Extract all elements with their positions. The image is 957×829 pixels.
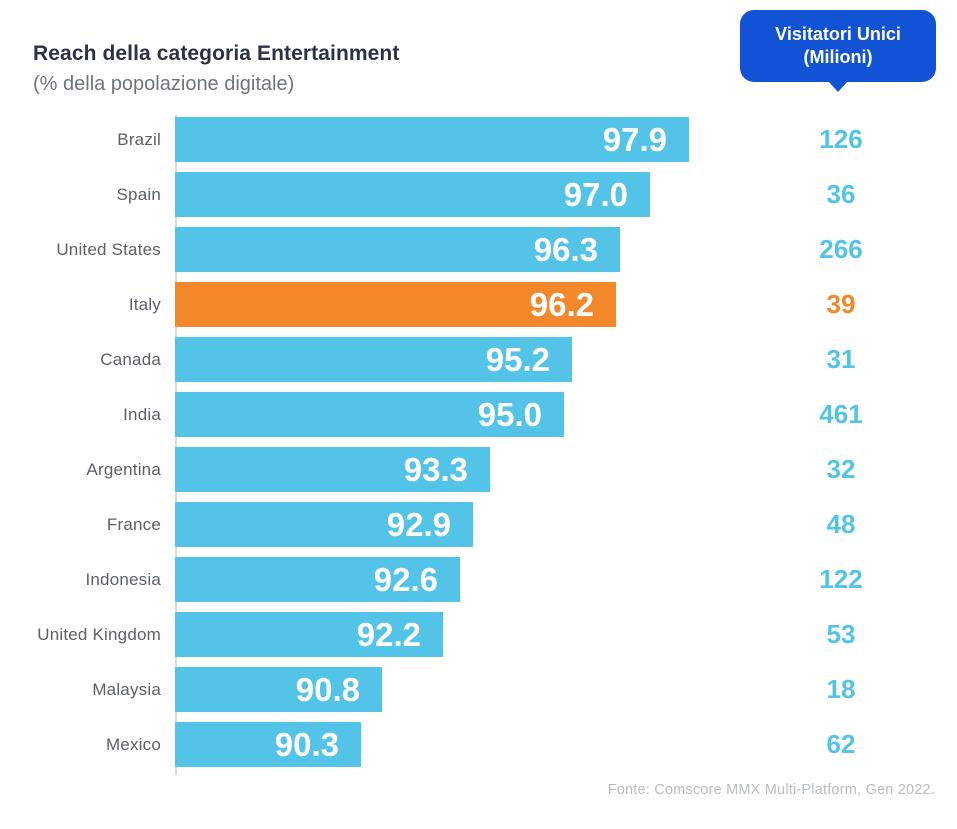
- reach-bar: 97.0: [175, 172, 650, 217]
- country-label: United Kingdom: [37, 624, 161, 644]
- bar-track: 93.3: [175, 447, 795, 492]
- visitors-callout-bubble: Visitatori Unici (Milioni): [740, 10, 936, 82]
- country-label: Argentina: [86, 459, 161, 479]
- reach-bar: 90.8: [175, 667, 382, 712]
- country-label: Spain: [116, 184, 161, 204]
- bar-track: 92.6: [175, 557, 795, 602]
- callout-line1: Visitatori Unici: [775, 24, 901, 44]
- chart-title: Reach della categoria Entertainment: [33, 42, 400, 65]
- reach-value-label: 97.0: [563, 175, 628, 213]
- bar-track: 92.2: [175, 612, 795, 657]
- chart-row: Malaysia 90.8 18: [33, 662, 957, 717]
- chart-row: Canada 95.2 31: [33, 332, 957, 387]
- reach-bar: 90.3: [175, 722, 361, 767]
- chart-row: United States 96.3 266: [33, 222, 957, 277]
- bar-track: 96.2: [175, 282, 795, 327]
- bar-chart: Brazil 97.9 126 Spain 97.0 36 United States 96.…: [33, 112, 957, 775]
- chart-rows: Brazil 97.9 126 Spain 97.0 36 United States 96.…: [33, 112, 957, 772]
- reach-bar: 95.0: [175, 392, 564, 437]
- reach-bar: 93.3: [175, 447, 490, 492]
- bar-track: 90.3: [175, 722, 795, 767]
- visitors-value: 122: [819, 564, 863, 594]
- reach-value-label: 92.9: [386, 505, 451, 543]
- reach-bar: 92.2: [175, 612, 443, 657]
- chart-row: Mexico 90.3 62: [33, 717, 957, 772]
- visitors-value: 31: [826, 344, 856, 374]
- chart-row: Spain 97.0 36: [33, 167, 957, 222]
- reach-value-label: 96.2: [529, 285, 594, 323]
- chart-row: United Kingdom 92.2 53: [33, 607, 957, 662]
- bar-track: 92.9: [175, 502, 795, 547]
- visitors-value: 266: [819, 234, 863, 264]
- chart-row: Argentina 93.3 32: [33, 442, 957, 497]
- visitors-value: 39: [826, 289, 856, 319]
- bar-track: 95.2: [175, 337, 795, 382]
- visitors-value: 53: [826, 619, 856, 649]
- bar-track: 95.0: [175, 392, 795, 437]
- chart-subtitle: (% della popolazione digitale): [33, 73, 295, 95]
- country-label: Canada: [100, 349, 161, 369]
- reach-value-label: 92.2: [356, 615, 421, 653]
- visitors-value: 36: [826, 179, 856, 209]
- bar-track: 97.0: [175, 172, 795, 217]
- chart-title-block: Reach della categoria Entertainment (% d…: [33, 42, 399, 96]
- callout-line2: (Milioni): [803, 47, 873, 67]
- reach-bar: 92.9: [175, 502, 473, 547]
- reach-bar: 97.9: [175, 117, 689, 162]
- source-note: Fonte: Comscore MMX Multi-Platform, Gen …: [607, 782, 935, 798]
- reach-bar: 95.2: [175, 337, 572, 382]
- country-label: Malaysia: [92, 679, 161, 699]
- bar-track: 96.3: [175, 227, 795, 272]
- axis-line: [175, 115, 177, 775]
- reach-value-label: 93.3: [403, 450, 468, 488]
- country-label: Mexico: [105, 734, 161, 754]
- chart-row: Brazil 97.9 126: [33, 112, 957, 167]
- visitors-value: 32: [826, 454, 856, 484]
- reach-value-label: 92.6: [373, 560, 438, 598]
- chart-row: Indonesia 92.6 122: [33, 552, 957, 607]
- reach-bar: 92.6: [175, 557, 460, 602]
- country-label: Italy: [128, 294, 161, 314]
- country-label: Brazil: [117, 129, 161, 149]
- reach-value-label: 96.3: [533, 230, 598, 268]
- country-label: Indonesia: [85, 569, 161, 589]
- country-label: France: [106, 514, 161, 534]
- reach-value-label: 90.8: [295, 670, 360, 708]
- visitors-value: 126: [819, 124, 863, 154]
- reach-value-label: 90.3: [274, 725, 339, 763]
- chart-row: Italy 96.2 39: [33, 277, 957, 332]
- reach-value-label: 97.9: [602, 120, 667, 158]
- visitors-value: 18: [826, 674, 856, 704]
- reach-bar-highlight: 96.2: [175, 282, 616, 327]
- visitors-value: 48: [826, 509, 856, 539]
- chart-row: France 92.9 48: [33, 497, 957, 552]
- bar-track: 90.8: [175, 667, 795, 712]
- visitors-value: 62: [826, 729, 856, 759]
- bar-track: 97.9: [175, 117, 795, 162]
- reach-bar: 96.3: [175, 227, 620, 272]
- reach-value-label: 95.2: [485, 340, 550, 378]
- reach-value-label: 95.0: [477, 395, 542, 433]
- visitors-value: 461: [819, 399, 863, 429]
- country-label: United States: [56, 239, 161, 259]
- chart-row: India 95.0 461: [33, 387, 957, 442]
- country-label: India: [123, 404, 161, 424]
